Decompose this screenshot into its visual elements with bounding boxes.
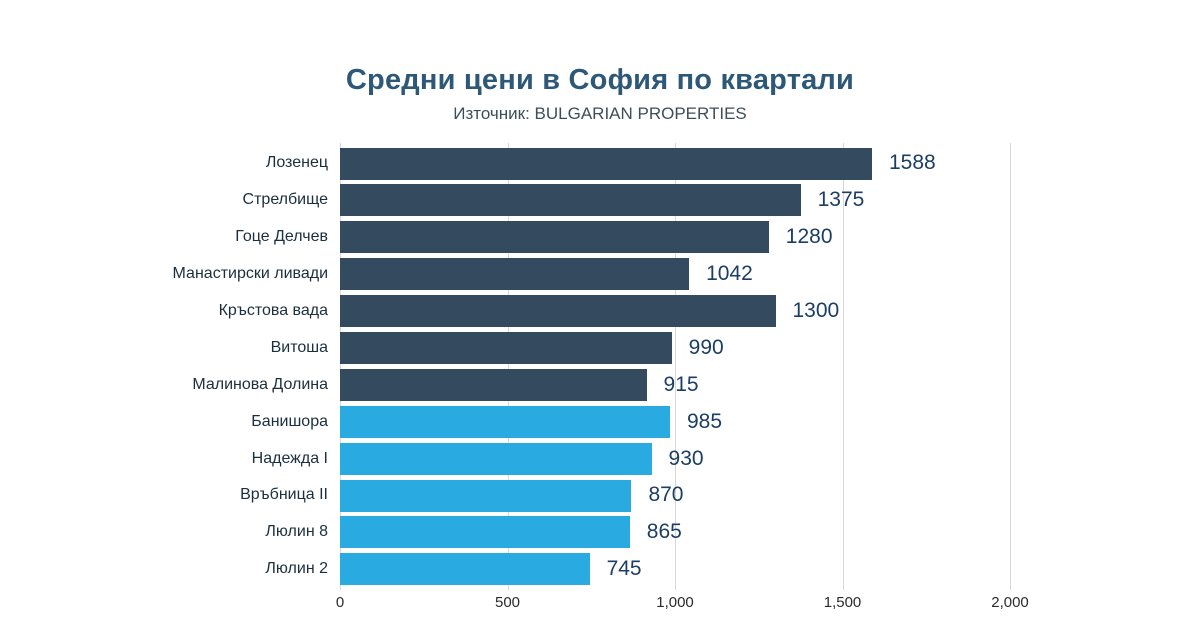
category-label: Връбница II (240, 486, 328, 504)
category-label: Надежда I (251, 449, 328, 467)
chart-bar (340, 442, 652, 475)
value-label: 745 (606, 557, 642, 581)
value-label: 1375 (817, 188, 865, 212)
bar-row: Надежда I 930 (0, 440, 1200, 477)
value-label: 915 (663, 372, 699, 396)
bar-row: Гоце Делчев 1280 (0, 219, 1200, 256)
gridline (675, 143, 676, 590)
x-tick-label: 1,500 (823, 594, 862, 611)
chart-bar (340, 553, 590, 586)
category-label: Люлин 2 (265, 560, 328, 578)
value-label: 870 (648, 483, 684, 507)
value-label: 1042 (706, 262, 753, 286)
category-label: Манастирски ливади (172, 265, 328, 283)
value-label: 1280 (785, 225, 833, 249)
chart-bar (340, 147, 872, 180)
bar-row: Лозенец 1588 (0, 145, 1200, 182)
chart-bar (340, 479, 632, 512)
category-label: Стрелбище (242, 191, 328, 209)
x-tick-label: 0 (335, 594, 345, 611)
x-tick-label: 2,000 (991, 594, 1029, 611)
gridline (842, 143, 844, 590)
chart-rows: Лозенец 1588 Стрелбище 1375 Гоце Делчев 1280 М… (0, 145, 1200, 588)
bar-row: Витоша 990 (0, 329, 1200, 366)
bar-row: Банишора 985 (0, 403, 1200, 440)
bar-row: Стрелбище 1375 (0, 182, 1200, 219)
value-label: 1588 (888, 151, 936, 175)
bar-track: 745 (340, 551, 1010, 588)
chart-bar (340, 405, 670, 438)
gridline (1010, 143, 1011, 590)
chart-bar (340, 368, 647, 401)
value-label: 1300 (792, 299, 840, 322)
gridline (340, 143, 341, 590)
category-label: Гоце Делчев (235, 228, 328, 246)
bar-track: 990 (340, 329, 1010, 366)
bar-track: 870 (340, 477, 1010, 514)
chart-title: Средни цени в София по квартали (345, 64, 855, 96)
category-label: Банишора (251, 412, 328, 430)
bar-row: Манастирски ливади 1042 (0, 256, 1200, 293)
category-label: Кръстова вада (218, 302, 328, 319)
bar-track: 1280 (340, 219, 1010, 256)
gridline (507, 143, 509, 590)
bar-row: Люлин 2 745 (0, 551, 1200, 588)
bar-track: 915 (340, 366, 1010, 403)
chart-bar (340, 258, 690, 291)
value-label: 930 (668, 446, 704, 470)
chart-bar (340, 221, 769, 254)
category-label: Малинова Долина (192, 375, 328, 393)
plot-area (340, 143, 1011, 590)
bar-track: 1375 (340, 182, 1010, 219)
chart-bar (340, 295, 776, 328)
bar-track: 1300 (340, 293, 1010, 330)
bar-track: 930 (340, 440, 1010, 477)
x-tick-label: 1,000 (656, 594, 694, 611)
value-label: 985 (686, 409, 723, 433)
chart-bar (340, 331, 672, 364)
bar-row: Връбница II 870 (0, 477, 1200, 514)
bar-track: 865 (340, 514, 1010, 551)
bar-track: 1588 (340, 145, 1010, 182)
bar-track: 985 (340, 403, 1010, 440)
bar-row: Малинова Долина 915 (0, 366, 1200, 403)
x-axis: 0 500 1,000 1,500 2,000 (336, 594, 1029, 614)
bar-row: Кръстова вада 1300 (0, 293, 1200, 330)
bar-row: Люлин 8 865 (0, 514, 1200, 551)
category-label: Люлин 8 (265, 523, 328, 541)
chart-bar (340, 516, 630, 549)
bar-track: 1042 (340, 256, 1010, 293)
chart-bar (340, 184, 801, 217)
value-label: 990 (688, 335, 724, 359)
x-tick-label: 500 (494, 594, 521, 611)
value-label: 865 (646, 520, 682, 544)
chart-subtitle: Източник: BULGARIAN PROPERTIES (453, 104, 747, 123)
category-label: Лозенец (265, 154, 328, 172)
category-label: Витоша (270, 338, 328, 356)
